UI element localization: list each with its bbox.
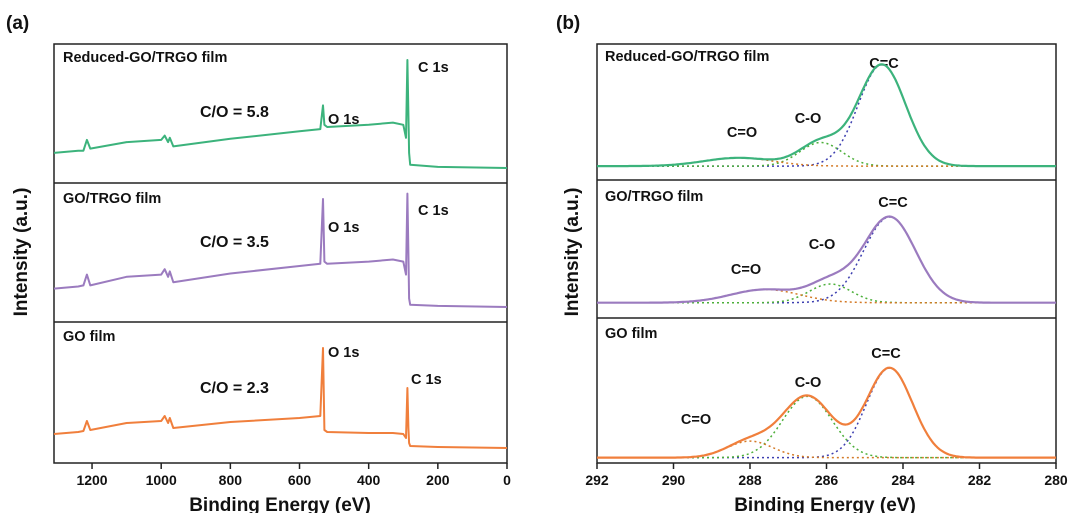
panel-a-ratio-bot: C/O = 2.3 (200, 380, 269, 397)
panel-b-envelope-2 (597, 366, 1056, 459)
panel-b-ceo-bot: C=O (681, 412, 711, 428)
panel-a-series-1 (53, 192, 508, 308)
panel-b-ylabel: Intensity (a.u.) (562, 188, 583, 317)
panel-a-c1s-bot: C 1s (411, 372, 442, 388)
panel-b-label: (b) (556, 13, 580, 34)
panel-a-o1s-top: O 1s (328, 112, 359, 128)
panel-a-series-2 (53, 347, 508, 449)
panel-b: (b) Intensity (a.u.) Binding Energy (eV)… (556, 13, 1068, 513)
panel-a-ratio-top: C/O = 5.8 (200, 104, 269, 121)
panel-a-title-mid: GO/TRGO film (63, 191, 161, 207)
panel-a-c1s-mid: C 1s (418, 203, 449, 219)
panel-a-x-ticks: 1200 1000 800 600 400 200 0 (76, 463, 511, 488)
panel-a-title-bot: GO film (63, 329, 115, 345)
panel-b-component-0-0 (597, 63, 1056, 167)
panel-b-tick-label-3: 286 (815, 472, 839, 488)
panel-a-tick-label-1: 1000 (146, 472, 177, 488)
panel-a-label: (a) (6, 13, 29, 34)
panel-b-co-bot: C-O (795, 375, 822, 391)
panel-a: (a) Intensity (a.u.) Binding Energy (eV)… (6, 13, 511, 513)
panel-b-x-ticks: 292 290 288 286 284 282 280 (585, 463, 1068, 488)
panel-b-component-1-0 (597, 216, 1056, 304)
panel-b-co-top: C-O (795, 111, 822, 127)
panel-a-ratio-mid: C/O = 3.5 (200, 234, 269, 251)
panel-b-title-bot: GO film (605, 326, 657, 342)
panel-b-tick-label-2: 288 (738, 472, 762, 488)
panel-b-component-2-0 (597, 367, 1056, 459)
panel-b-title-mid: GO/TRGO film (605, 189, 703, 205)
panel-b-component-2-1 (597, 395, 1056, 459)
panel-b-ceo-mid: C=O (731, 262, 761, 278)
panel-a-tick-label-6: 0 (503, 472, 511, 488)
panel-b-component-1-2 (597, 288, 1056, 304)
panel-a-o1s-bot: O 1s (328, 345, 359, 361)
panel-a-frame (53, 43, 508, 464)
panel-a-c1s-top: C 1s (418, 60, 449, 76)
panel-a-tick-label-4: 400 (357, 472, 381, 488)
panel-a-xlabel: Binding Energy (eV) (189, 495, 371, 513)
panel-b-tick-label-6: 280 (1044, 472, 1068, 488)
panel-b-xlabel: Binding Energy (eV) (734, 495, 916, 513)
panel-b-component-0-1 (597, 141, 1056, 167)
panel-b-cc-mid: C=C (878, 195, 908, 211)
panel-a-title-top: Reduced-GO/TRGO film (63, 50, 227, 66)
panel-b-cc-bot: C=C (871, 346, 901, 362)
panel-b-series-group (597, 63, 1056, 459)
panel-b-tick-label-0: 292 (585, 472, 609, 488)
panel-b-component-2-2 (597, 440, 1056, 459)
panel-b-frame (596, 43, 1057, 464)
panel-a-tick-label-5: 200 (426, 472, 450, 488)
panel-b-tick-label-5: 282 (968, 472, 992, 488)
panel-a-ylabel: Intensity (a.u.) (11, 188, 32, 317)
panel-a-o1s-mid: O 1s (328, 220, 359, 236)
panel-b-ceo-top: C=O (727, 125, 757, 141)
panel-a-series-0 (53, 59, 508, 169)
panel-b-co-mid: C-O (809, 237, 836, 253)
panel-a-tick-label-2: 800 (219, 472, 243, 488)
panel-b-tick-label-1: 290 (662, 472, 686, 488)
panel-b-title-top: Reduced-GO/TRGO film (605, 49, 769, 65)
panel-a-tick-label-0: 1200 (76, 472, 107, 488)
panel-b-envelope-0 (597, 63, 1056, 168)
panel-a-series-group (53, 59, 508, 449)
panel-b-tick-label-4: 284 (891, 472, 915, 488)
panel-a-tick-label-3: 600 (288, 472, 312, 488)
panel-b-envelope-1 (597, 215, 1056, 304)
